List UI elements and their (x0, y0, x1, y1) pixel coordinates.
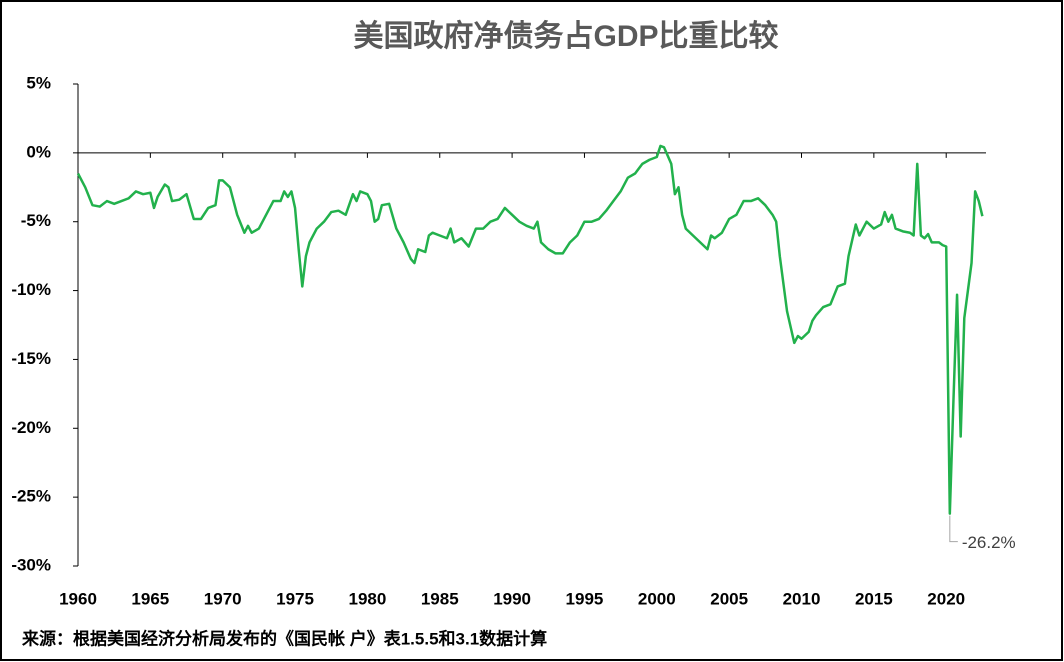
annotation-label: -26.2% (962, 533, 1016, 552)
x-tick-label: 2000 (638, 589, 676, 608)
x-tick-label: 1970 (204, 589, 242, 608)
x-tick-label: 2020 (927, 589, 965, 608)
annotation-leader (949, 515, 958, 543)
source-note: 来源：根据美国经济分析局发布的《国民帐 户》表1.5.5和3.1数据计算 (21, 628, 547, 648)
x-tick-label: 1965 (131, 589, 169, 608)
y-tick-label: -10% (11, 280, 51, 299)
y-tick-label: -5% (21, 211, 51, 230)
y-tick-label: -15% (11, 349, 51, 368)
y-tick-label: -30% (11, 555, 51, 574)
x-tick-label: 1995 (566, 589, 604, 608)
x-tick-label: 1990 (493, 589, 531, 608)
x-tick-label: 1960 (59, 589, 97, 608)
x-tick-label: 2010 (783, 589, 821, 608)
x-tick-label: 1980 (348, 589, 386, 608)
y-tick-label: 5% (26, 73, 51, 92)
y-tick-label: -20% (11, 418, 51, 437)
chart-title: 美国政府净债务占GDP比重比较 (353, 19, 778, 53)
x-tick-label: 1985 (421, 589, 459, 608)
y-tick-label: 0% (26, 142, 51, 161)
y-tick-label: -25% (11, 487, 51, 506)
x-tick-label: 1975 (276, 589, 314, 608)
x-tick-label: 2005 (710, 589, 748, 608)
data-line (76, 144, 984, 515)
x-tick-label: 2015 (855, 589, 893, 608)
